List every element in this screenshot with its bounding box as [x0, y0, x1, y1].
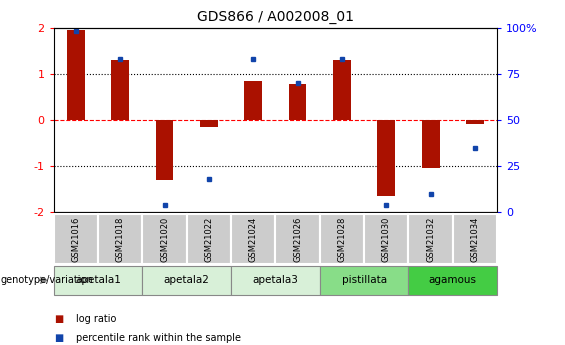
Bar	[320, 266, 408, 295]
Text: GSM21016: GSM21016	[71, 216, 80, 262]
Bar	[98, 214, 142, 264]
Bar	[377, 120, 395, 196]
Bar	[453, 214, 497, 264]
Text: GSM21026: GSM21026	[293, 216, 302, 262]
Text: ■: ■	[54, 314, 63, 324]
Text: GSM21028: GSM21028	[337, 216, 346, 262]
Text: pistillata: pistillata	[342, 275, 386, 285]
Text: ■: ■	[54, 333, 63, 343]
Bar	[200, 120, 218, 127]
Bar	[231, 214, 276, 264]
Bar	[466, 120, 484, 124]
Text: percentile rank within the sample: percentile rank within the sample	[76, 333, 241, 343]
Bar	[142, 214, 186, 264]
Bar	[289, 84, 306, 120]
Bar	[156, 120, 173, 180]
Text: agamous: agamous	[429, 275, 477, 285]
Title: GDS866 / A002008_01: GDS866 / A002008_01	[197, 10, 354, 24]
Bar	[422, 120, 440, 168]
Bar	[67, 30, 85, 120]
Bar	[333, 60, 351, 120]
Bar	[364, 214, 408, 264]
Text: genotype/variation: genotype/variation	[1, 275, 93, 285]
Bar	[186, 214, 231, 264]
Bar	[245, 81, 262, 120]
Bar	[54, 266, 142, 295]
Text: apetala2: apetala2	[164, 275, 210, 285]
Bar	[142, 266, 231, 295]
Bar	[320, 214, 364, 264]
Bar	[408, 266, 497, 295]
Text: GSM21020: GSM21020	[160, 216, 169, 262]
Text: GSM21018: GSM21018	[116, 216, 125, 262]
Text: GSM21022: GSM21022	[205, 216, 214, 262]
Bar	[408, 214, 453, 264]
Text: GSM21034: GSM21034	[471, 216, 480, 262]
Text: GSM21030: GSM21030	[382, 216, 391, 262]
Bar	[231, 266, 320, 295]
Text: apetala3: apetala3	[253, 275, 298, 285]
Text: log ratio: log ratio	[76, 314, 116, 324]
Bar	[276, 214, 320, 264]
Text: apetala1: apetala1	[75, 275, 121, 285]
Text: GSM21024: GSM21024	[249, 216, 258, 262]
Bar	[54, 214, 98, 264]
Text: GSM21032: GSM21032	[426, 216, 435, 262]
Bar	[111, 60, 129, 120]
